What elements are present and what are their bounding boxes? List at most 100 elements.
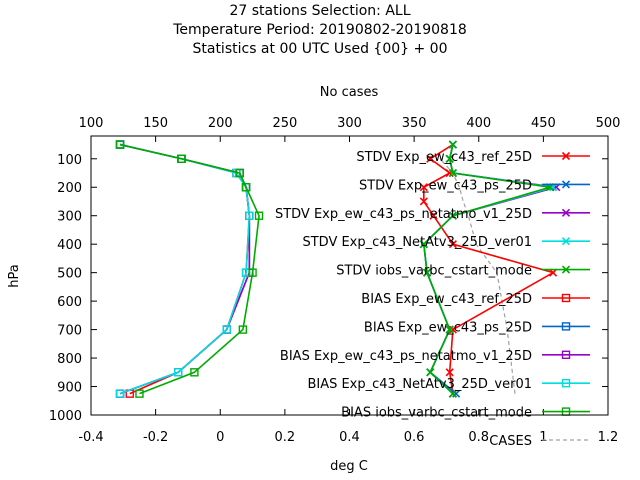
data-point xyxy=(422,268,432,277)
data-point xyxy=(235,168,244,178)
legend-label: STDV Exp_ew_c43_ps_25D xyxy=(359,178,532,193)
x2-tick-label: 100 xyxy=(79,116,104,131)
data-point xyxy=(445,154,454,163)
data-point xyxy=(245,211,254,220)
x2-tick-label: 300 xyxy=(337,116,362,131)
data-point xyxy=(419,183,428,192)
series-5 xyxy=(115,140,254,398)
data-point xyxy=(561,322,571,331)
series-line xyxy=(439,158,516,394)
y-tick-label: 800 xyxy=(57,352,82,367)
x2-tick-label: 500 xyxy=(596,116,621,131)
legend-entry: STDV Exp_ew_c43_ps_25D xyxy=(359,178,590,193)
legend-entry: BIAS Exp_ew_c43_ps_netatmo_v1_25D xyxy=(280,349,590,364)
data-point xyxy=(426,368,435,377)
x2-tick-label: 400 xyxy=(466,116,491,131)
y-tick-label: 500 xyxy=(57,267,82,282)
series-6 xyxy=(115,140,254,398)
data-point xyxy=(445,368,454,377)
x-tick-label: 1 xyxy=(539,430,547,445)
series-9 xyxy=(115,140,264,398)
data-point xyxy=(222,325,231,334)
data-point xyxy=(452,389,461,398)
legend-label: BIAS Exp_ew_c43_ps_netatmo_v1_25D xyxy=(280,349,532,364)
legend-entry: BIAS Exp_ew_c43_ref_25D xyxy=(361,292,590,307)
legend-entry: BIAS Exp_ew_c43_ps_25D xyxy=(364,320,590,335)
series-line xyxy=(119,143,251,395)
data-point xyxy=(115,389,125,398)
legend-label: STDV Exp_ew_c43_ps_netatmo_v1_25D xyxy=(275,207,532,222)
data-point xyxy=(429,211,438,220)
x2-tick-label: 350 xyxy=(402,116,427,131)
plot-frame xyxy=(90,135,609,416)
y-tick-label: 600 xyxy=(57,295,82,310)
legend-label: CASES xyxy=(489,434,532,449)
legend-label: BIAS Exp_ew_c43_ref_25D xyxy=(361,292,532,307)
x-tick-label: -0.2 xyxy=(143,430,168,445)
series-cases xyxy=(439,158,516,394)
legend-label: BIAS Exp_c43_NetAtv3_25D_ver01 xyxy=(307,377,532,392)
legend-label: STDV Exp_c43_NetAtv3_25D_ver01 xyxy=(302,235,532,250)
data-point xyxy=(561,237,571,246)
data-point xyxy=(115,140,125,149)
series-line xyxy=(119,143,251,395)
data-point xyxy=(419,197,428,206)
data-point xyxy=(419,240,428,249)
data-point xyxy=(448,168,457,178)
data-point xyxy=(241,183,251,192)
data-point xyxy=(561,180,571,189)
data-point xyxy=(561,350,571,359)
x-axis-title: deg C xyxy=(330,459,368,474)
data-point xyxy=(426,154,435,163)
x2-tick-label: 250 xyxy=(272,116,297,131)
x-tick-label: 0.6 xyxy=(404,430,425,445)
y-tick-label: 1000 xyxy=(49,409,82,424)
legend-entry: STDV Exp_c43_NetAtv3_25D_ver01 xyxy=(302,235,590,250)
data-point xyxy=(448,325,457,334)
y-tick-label: 100 xyxy=(57,153,82,168)
data-point xyxy=(448,140,457,149)
legend-entry: BIAS Exp_c43_NetAtv3_25D_ver01 xyxy=(307,377,590,392)
legend-label: STDV iobs_varbc_cstart_mode xyxy=(336,264,532,279)
data-point xyxy=(561,265,571,274)
legend-entry: STDV iobs_varbc_cstart_mode xyxy=(336,264,590,279)
x-tick-label: 0.8 xyxy=(468,430,489,445)
y-tick-label: 400 xyxy=(57,238,82,253)
data-point xyxy=(448,389,457,398)
data-point xyxy=(561,208,571,217)
data-point xyxy=(174,368,183,377)
data-point xyxy=(448,240,457,249)
legend-entry: BIAS iobs_varbc_cstart_mode xyxy=(341,406,590,421)
series-8 xyxy=(115,140,254,398)
data-point xyxy=(561,293,571,303)
y-tick-label: 700 xyxy=(57,324,82,339)
x2-tick-label: 200 xyxy=(208,116,233,131)
x-tick-label: 1.2 xyxy=(598,430,619,445)
data-point xyxy=(135,389,144,398)
x2-tick-label: 150 xyxy=(143,116,168,131)
title-line: 27 stations Selection: ALL xyxy=(229,3,410,19)
y-tick-label: 900 xyxy=(57,381,82,396)
data-point xyxy=(448,211,457,220)
legend-entry: STDV Exp_ew_c43_ref_25D xyxy=(356,150,590,165)
series-line xyxy=(422,144,551,395)
legend-label: STDV Exp_ew_c43_ref_25D xyxy=(356,150,532,165)
x-tick-label: -0.4 xyxy=(78,430,103,445)
data-point xyxy=(561,151,571,161)
x-tick-label: 0.2 xyxy=(275,430,296,445)
y-tick-label: 200 xyxy=(57,181,82,196)
legend-entry: STDV Exp_ew_c43_ps_netatmo_v1_25D xyxy=(275,207,590,222)
x-tick-label: 0.4 xyxy=(339,430,360,445)
chart-title: 27 stations Selection: ALL Temperature Pe… xyxy=(172,3,467,57)
x2-tick-label: 450 xyxy=(531,116,556,131)
series-line xyxy=(119,143,251,395)
legend: STDV Exp_ew_c43_ref_25D STDV Exp_ew_c43_p… xyxy=(275,150,590,449)
legend-entry: CASES xyxy=(489,434,590,449)
data-point xyxy=(445,325,454,334)
y-tick-label: 300 xyxy=(57,210,82,225)
data-point xyxy=(248,268,257,277)
y-axis-title: hPa xyxy=(7,264,22,287)
data-point xyxy=(177,154,186,163)
x-tick-label: 0 xyxy=(216,430,224,445)
